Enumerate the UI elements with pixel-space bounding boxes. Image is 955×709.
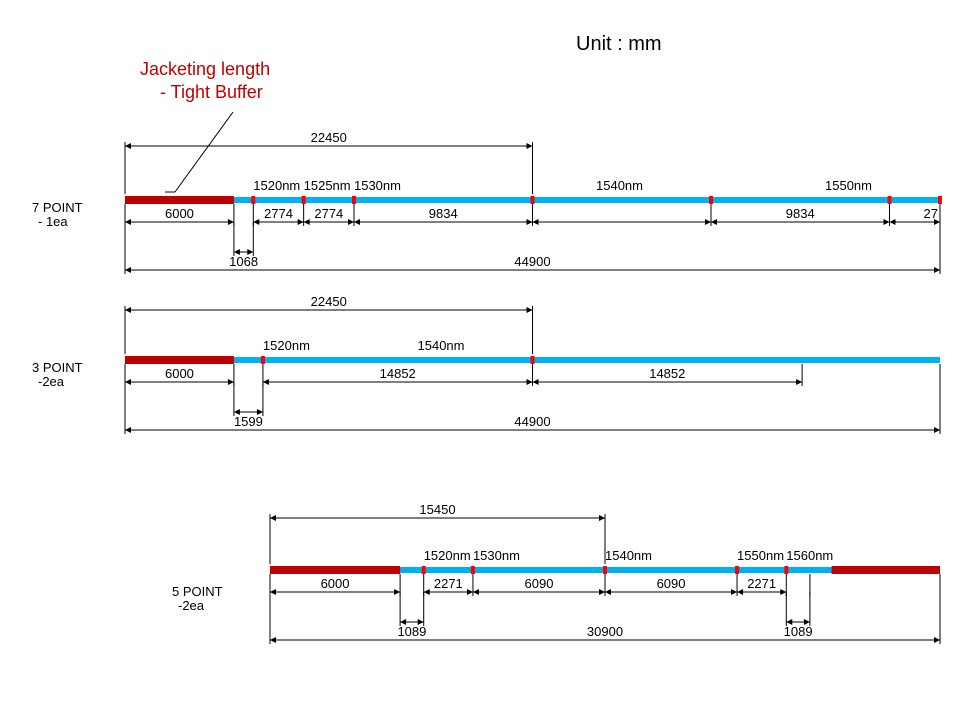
wavelength-label: 1520nm	[253, 178, 300, 193]
fbg-marker	[709, 196, 713, 204]
fbg-marker	[735, 566, 739, 574]
fbg-marker	[784, 566, 788, 574]
dimension-value: 6090	[657, 576, 686, 591]
dimension-value: 44900	[514, 414, 550, 429]
dimension-value: 6000	[321, 576, 350, 591]
section-sublabel: -2ea	[38, 374, 65, 389]
dimension-value: 22450	[311, 130, 347, 145]
dimension-value: 2271	[434, 576, 463, 591]
dimension-value: 14852	[380, 366, 416, 381]
fbg-marker	[938, 196, 942, 204]
fbg-marker	[261, 356, 265, 364]
fbg-marker	[531, 356, 535, 364]
wavelength-label: 1540nm	[596, 178, 643, 193]
dimension-value: 6000	[165, 366, 194, 381]
fbg-marker	[422, 566, 426, 574]
unit-label: Unit : mm	[576, 33, 662, 55]
fbg-marker	[471, 566, 475, 574]
dimension-value: 30900	[587, 624, 623, 639]
section-sublabel: -2ea	[178, 598, 205, 613]
dimension-value: 2774	[264, 206, 293, 221]
fbg-marker	[531, 196, 535, 204]
fiber-jacketing-diagram: Unit : mm Jacketing length - Tight Buffer 7…	[0, 0, 955, 709]
fbg-marker	[603, 566, 607, 574]
fbg-marker	[302, 196, 306, 204]
jacket-segment	[125, 356, 234, 364]
dimension-value: 27	[924, 206, 938, 221]
dimension-value: 1068	[229, 254, 258, 269]
dimension-value: 9834	[429, 206, 458, 221]
jacket-segment	[125, 196, 234, 204]
jacket-segment	[270, 566, 400, 574]
dimension-value: 2271	[747, 576, 776, 591]
section-label: 3 POINT	[32, 360, 83, 375]
fbg-marker	[352, 196, 356, 204]
dimension-value: 1089	[784, 624, 813, 639]
wavelength-label: 1525nm	[304, 178, 351, 193]
wavelength-label: 1530nm	[354, 178, 401, 193]
section-label: 7 POINT	[32, 200, 83, 215]
wavelength-label: 1520nm	[424, 548, 471, 563]
wavelength-label: 1530nm	[473, 548, 520, 563]
fbg-marker	[251, 196, 255, 204]
dimension-value: 6090	[525, 576, 554, 591]
dimension-value: 15450	[419, 502, 455, 517]
dimension-value: 22450	[311, 294, 347, 309]
jacket-segment	[832, 566, 940, 574]
wavelength-label: 1560nm	[786, 548, 833, 563]
dimension-value: 1599	[234, 414, 263, 429]
wavelength-label: 1540nm	[605, 548, 652, 563]
section-sublabel: - 1ea	[38, 214, 68, 229]
wavelength-label: 1540nm	[418, 338, 465, 353]
dimension-value: 44900	[514, 254, 550, 269]
dimension-value: 14852	[649, 366, 685, 381]
dimension-value: 9834	[786, 206, 815, 221]
wavelength-label: 1550nm	[825, 178, 872, 193]
wavelength-label: 1520nm	[263, 338, 310, 353]
wavelength-label: 1550nm	[737, 548, 784, 563]
dimension-value: 6000	[165, 206, 194, 221]
dimension-value: 2774	[314, 206, 343, 221]
fbg-marker	[888, 196, 892, 204]
dimension-value: 1089	[397, 624, 426, 639]
jacketing-subtitle: - Tight Buffer	[160, 82, 263, 102]
section-label: 5 POINT	[172, 584, 223, 599]
jacketing-title: Jacketing length	[140, 59, 270, 79]
